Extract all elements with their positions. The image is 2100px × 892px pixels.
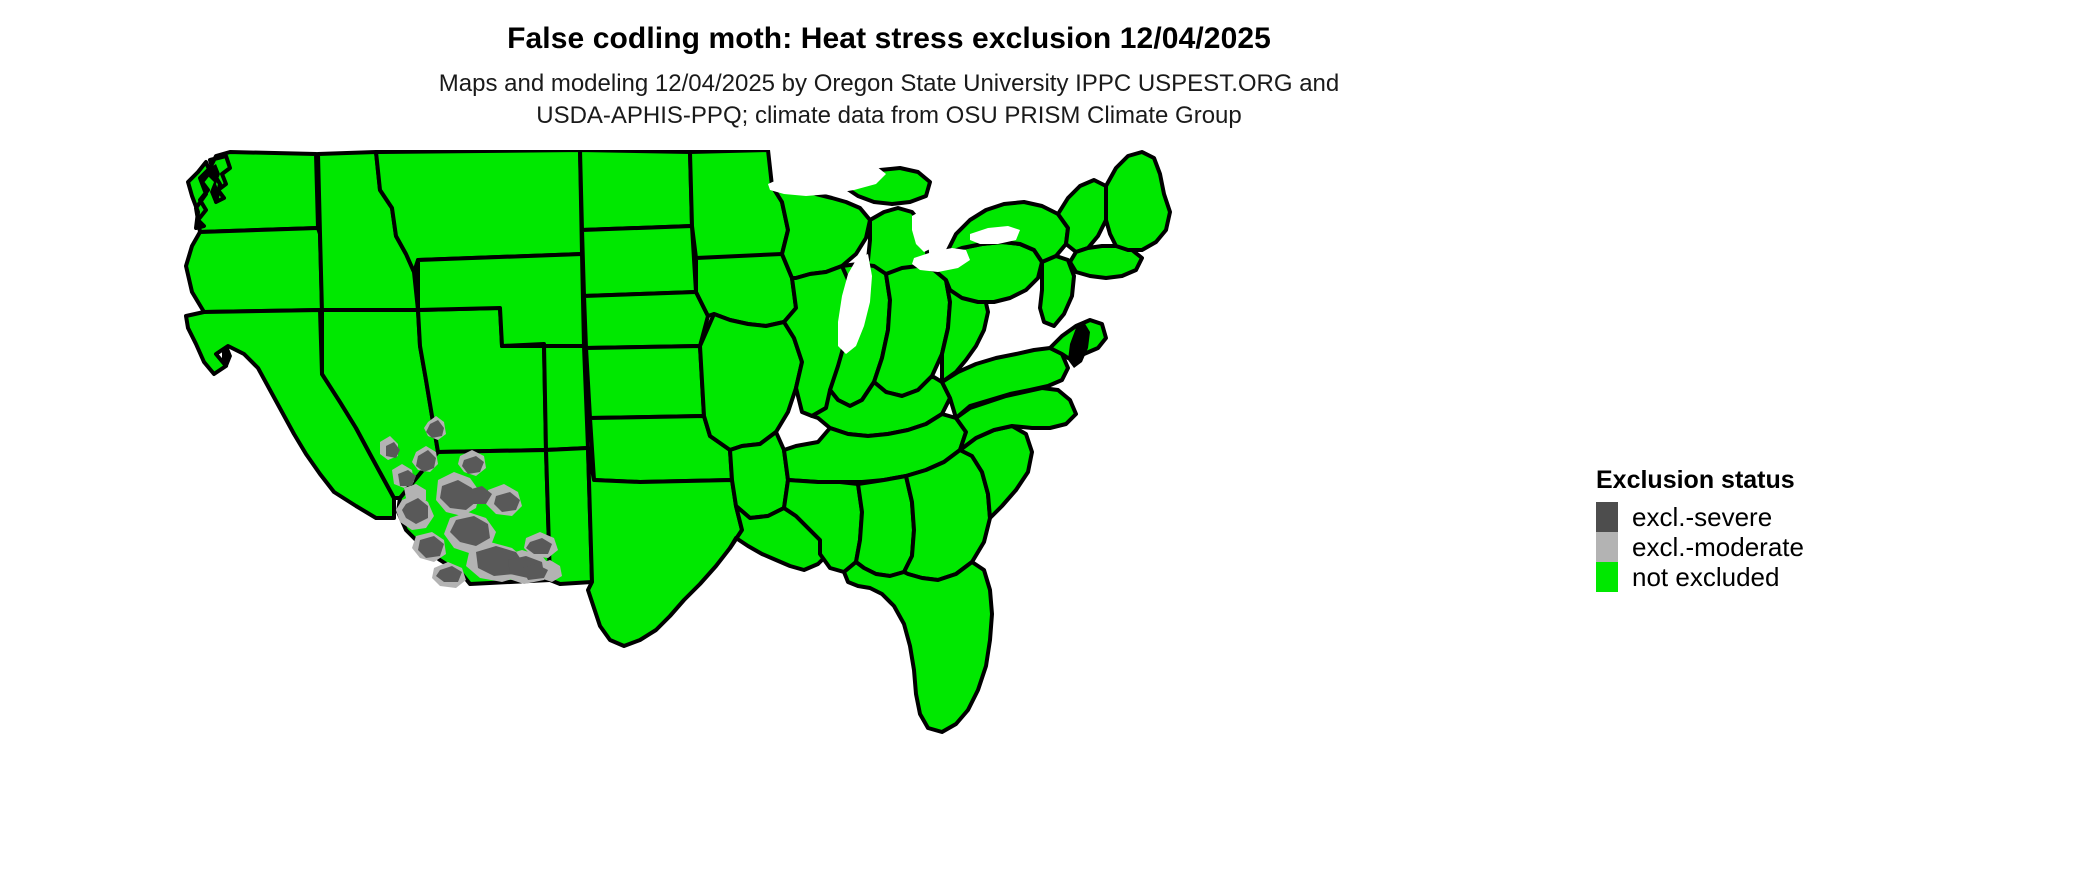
state-new-jersey — [1038, 254, 1076, 328]
states-layer — [184, 150, 1172, 734]
exclusion-severe-patches — [386, 420, 552, 582]
state-washington — [186, 150, 320, 234]
state-north-dakota — [578, 150, 694, 232]
state-maine — [1104, 150, 1172, 252]
us-choropleth-map — [170, 150, 1610, 880]
state-kansas — [584, 344, 706, 420]
exclusion-zones-layer — [380, 416, 562, 588]
state-iowa — [694, 252, 798, 328]
state-south-dakota — [580, 224, 698, 298]
lake-superior — [768, 164, 886, 196]
lake-ontario — [970, 226, 1020, 244]
legend-swatch-excl-moderate — [1596, 532, 1618, 562]
page-title: False codling moth: Heat stress exclusio… — [507, 22, 1271, 55]
title-block: False codling moth: Heat stress exclusio… — [0, 22, 1778, 132]
legend-label-not-excluded: not excluded — [1632, 562, 1780, 592]
state-kentucky — [810, 374, 952, 438]
subtitle-line-2: USDA-APHIS-PPQ; climate data from OSU PR… — [536, 102, 1242, 129]
legend-label-excl-severe: excl.-severe — [1632, 502, 1773, 532]
legend-item-excl-moderate[interactable]: excl.-moderate — [1596, 532, 2016, 562]
state-virginia — [940, 346, 1070, 420]
lake-huron — [912, 206, 948, 252]
state-alabama — [854, 474, 916, 578]
state-louisiana — [728, 504, 830, 572]
page-subtitle: Maps and modeling 12/04/2025 by Oregon S… — [0, 68, 1778, 132]
map-legend: Exclusion status excl.-severe excl.-mode… — [1596, 466, 2016, 592]
subtitle-line-1: Maps and modeling 12/04/2025 by Oregon S… — [438, 70, 1340, 97]
legend-label-excl-moderate: excl.-moderate — [1632, 532, 1804, 562]
chesapeake-bay — [1068, 322, 1090, 368]
san-francisco-bay — [222, 346, 232, 366]
state-oregon — [184, 226, 324, 314]
legend-item-excl-severe[interactable]: excl.-severe — [1596, 502, 2016, 532]
state-massachusetts — [1068, 244, 1144, 280]
legend-title: Exclusion status — [1596, 466, 1795, 494]
lake-michigan — [838, 254, 872, 354]
lake-erie — [912, 248, 970, 272]
state-nebraska — [582, 290, 710, 350]
legend-swatch-excl-severe — [1596, 502, 1618, 532]
puget-sound — [208, 164, 220, 202]
us-map-container — [170, 150, 1610, 880]
legend-item-not-excluded[interactable]: not excluded — [1596, 562, 2016, 592]
legend-swatch-not-excluded — [1596, 562, 1618, 592]
state-florida — [842, 560, 994, 734]
water-detail-layer — [208, 164, 1090, 368]
